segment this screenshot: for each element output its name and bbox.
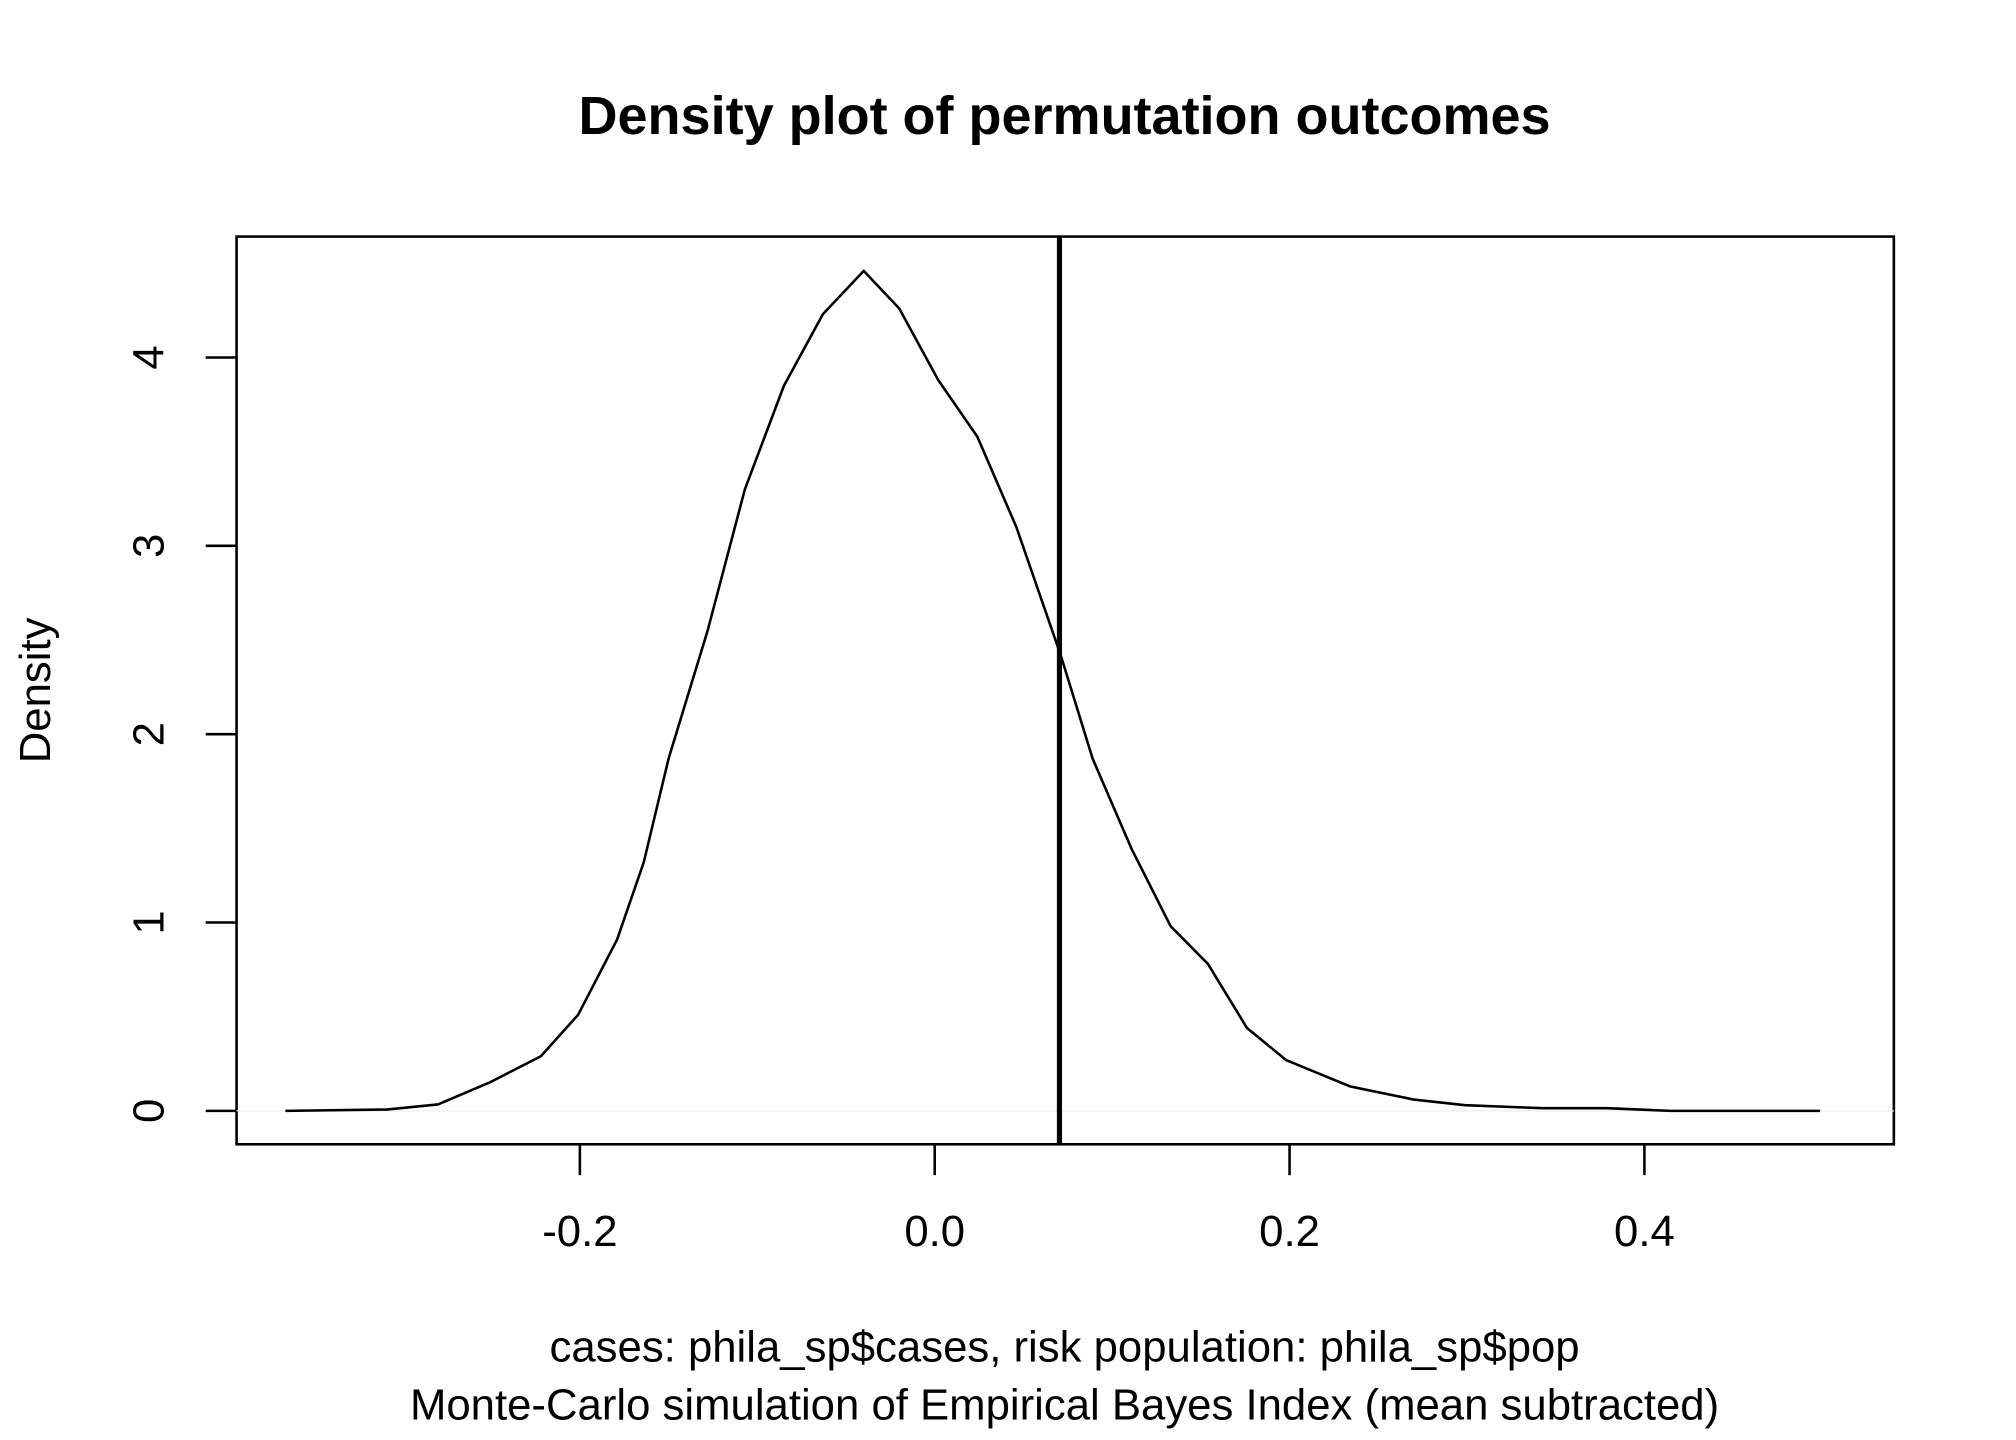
- x-tick-label: 0.2: [1259, 1207, 1320, 1256]
- x-tick-label: -0.2: [542, 1207, 617, 1256]
- density-line: [285, 269, 1821, 1113]
- y-tick-label: 4: [124, 345, 173, 369]
- y-tick-label: 1: [124, 910, 173, 934]
- y-tick-label: 2: [124, 722, 173, 746]
- x-tick-label: 0.4: [1614, 1207, 1675, 1256]
- x-axis-label: Monte-Carlo simulation of Empirical Baye…: [410, 1380, 1719, 1429]
- y-tick-label: 0: [124, 1099, 173, 1123]
- x-tick-label: 0.0: [904, 1207, 965, 1256]
- y-axis-label: Density: [11, 617, 60, 763]
- plot-frame: [235, 235, 1896, 1146]
- chart-title: Density plot of permutation outcomes: [579, 86, 1551, 146]
- x-axis-label: cases: phila_sp$cases, risk population: …: [550, 1323, 1580, 1372]
- y-tick-label: 3: [124, 534, 173, 558]
